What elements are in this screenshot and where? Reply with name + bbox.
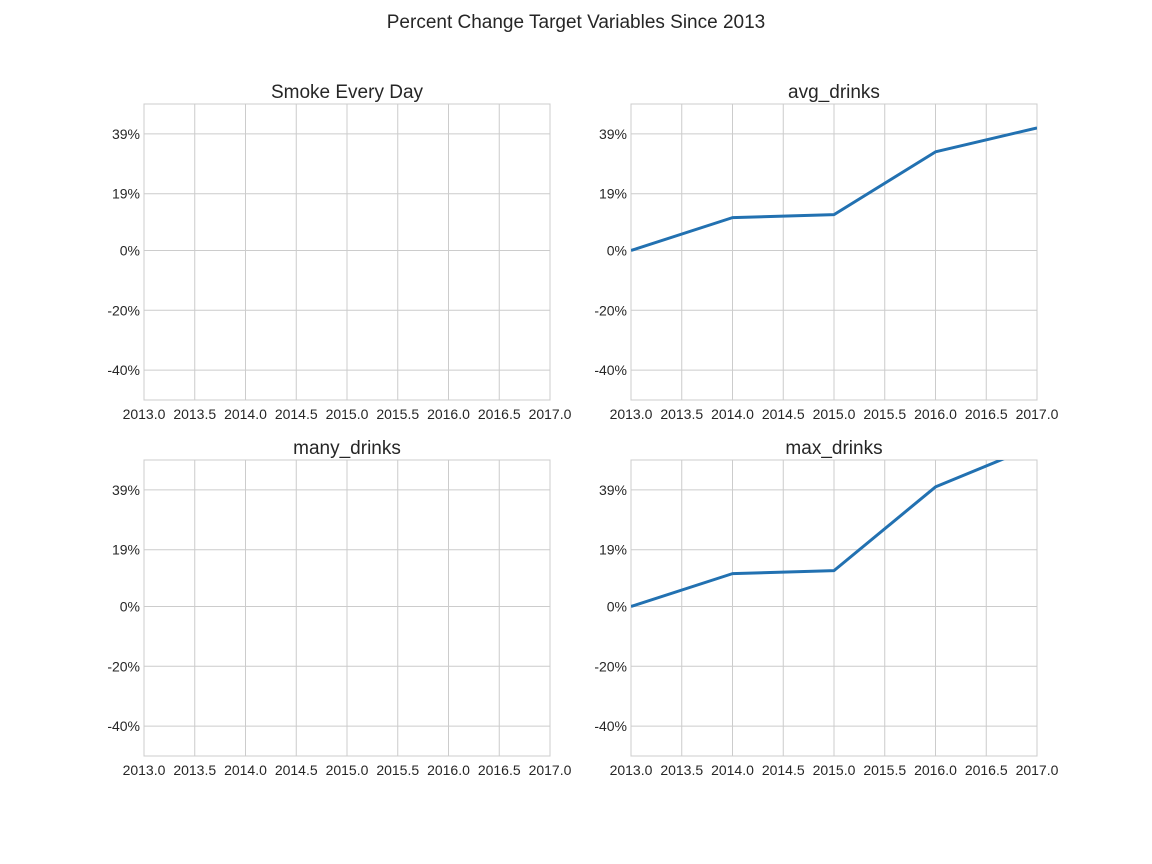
subplot-many-drinks: many_drinks 2013.0 2013.5 2014.0 2014.5 2015.… <box>107 438 571 778</box>
x-tick-label: 2017.0 <box>529 762 572 778</box>
y-tick-label: -20% <box>594 302 627 318</box>
x-tick-label: 2013.0 <box>123 762 166 778</box>
x-tick-label: 2014.0 <box>224 406 267 422</box>
x-tick-label: 2016.0 <box>914 406 957 422</box>
figure-title: Percent Change Target Variables Since 20… <box>386 12 766 33</box>
y-tick-label: 19% <box>599 186 627 202</box>
x-tick-label: 2014.5 <box>762 762 805 778</box>
subplot-title: many_drinks <box>293 438 401 459</box>
y-tick-label: 39% <box>112 482 140 498</box>
x-tick-label: 2013.5 <box>660 762 703 778</box>
x-tick-label: 2014.0 <box>711 406 754 422</box>
x-tick-label: 2013.5 <box>660 406 703 422</box>
subplot-title: Smoke Every Day <box>271 82 424 103</box>
x-tick-label: 2014.0 <box>224 762 267 778</box>
y-tick-label: 19% <box>112 542 140 558</box>
x-tick-label: 2013.0 <box>123 406 166 422</box>
axes-frame <box>630 103 1038 401</box>
y-tick-label: 39% <box>599 126 627 142</box>
y-tick-label: 0% <box>607 599 627 615</box>
x-tick-label: 2015.5 <box>863 406 906 422</box>
x-tick-label: 2016.0 <box>427 406 470 422</box>
y-tick-label: -40% <box>594 718 627 734</box>
x-tick-label: 2016.0 <box>427 762 470 778</box>
x-tick-label: 2015.0 <box>813 406 856 422</box>
y-tick-label: -20% <box>594 658 627 674</box>
subplot-max-drinks: max_drinks 2013.0 2013.5 2014.0 2014.5 2015.0… <box>594 438 1058 778</box>
axes-frame <box>630 459 1038 757</box>
y-tick-label: -40% <box>594 362 627 378</box>
y-tick-label: 0% <box>120 243 140 259</box>
x-tick-label: 2013.0 <box>610 406 653 422</box>
x-tick-label: 2016.0 <box>914 762 957 778</box>
x-tick-label: 2013.5 <box>173 406 216 422</box>
series-line-avg-drinks <box>631 126 1037 252</box>
x-tick-label: 2016.5 <box>965 762 1008 778</box>
x-tick-label: 2016.5 <box>478 762 521 778</box>
y-tick-label: 19% <box>599 542 627 558</box>
subplot-title: avg_drinks <box>788 82 880 103</box>
subplot-smoke-every-day: Smoke Every Day 2013.0 2013.5 2014.0 2014.5 2… <box>107 82 571 422</box>
x-tick-label: 2014.0 <box>711 762 754 778</box>
x-tick-label: 2014.5 <box>275 762 318 778</box>
y-tick-label: 39% <box>599 482 627 498</box>
series-line-max-drinks <box>631 460 1005 608</box>
y-tick-label: 0% <box>120 599 140 615</box>
y-tick-label: -20% <box>107 302 140 318</box>
y-tick-label: 19% <box>112 186 140 202</box>
x-tick-label: 2014.5 <box>275 406 318 422</box>
y-tick-label: 39% <box>112 126 140 142</box>
y-tick-label: -40% <box>107 718 140 734</box>
x-tick-label: 2014.5 <box>762 406 805 422</box>
y-tick-label: -40% <box>107 362 140 378</box>
x-tick-label: 2013.5 <box>173 762 216 778</box>
x-tick-label: 2015.0 <box>813 762 856 778</box>
x-tick-label: 2015.0 <box>326 762 369 778</box>
y-tick-label: -20% <box>107 658 140 674</box>
x-tick-label: 2015.5 <box>376 762 419 778</box>
x-tick-label: 2017.0 <box>1016 762 1059 778</box>
x-tick-label: 2016.5 <box>478 406 521 422</box>
x-tick-label: 2017.0 <box>1016 406 1059 422</box>
x-tick-label: 2015.0 <box>326 406 369 422</box>
x-tick-label: 2015.5 <box>863 762 906 778</box>
x-tick-label: 2017.0 <box>529 406 572 422</box>
x-tick-label: 2016.5 <box>965 406 1008 422</box>
x-tick-label: 2015.5 <box>376 406 419 422</box>
subplot-avg-drinks: avg_drinks 2013.0 2013.5 2014.0 2014.5 2015.0… <box>594 82 1058 422</box>
axes-frame <box>143 459 551 757</box>
subplot-title: max_drinks <box>785 438 882 459</box>
y-tick-label: 0% <box>607 243 627 259</box>
axes-frame <box>143 103 551 401</box>
x-tick-label: 2013.0 <box>610 762 653 778</box>
